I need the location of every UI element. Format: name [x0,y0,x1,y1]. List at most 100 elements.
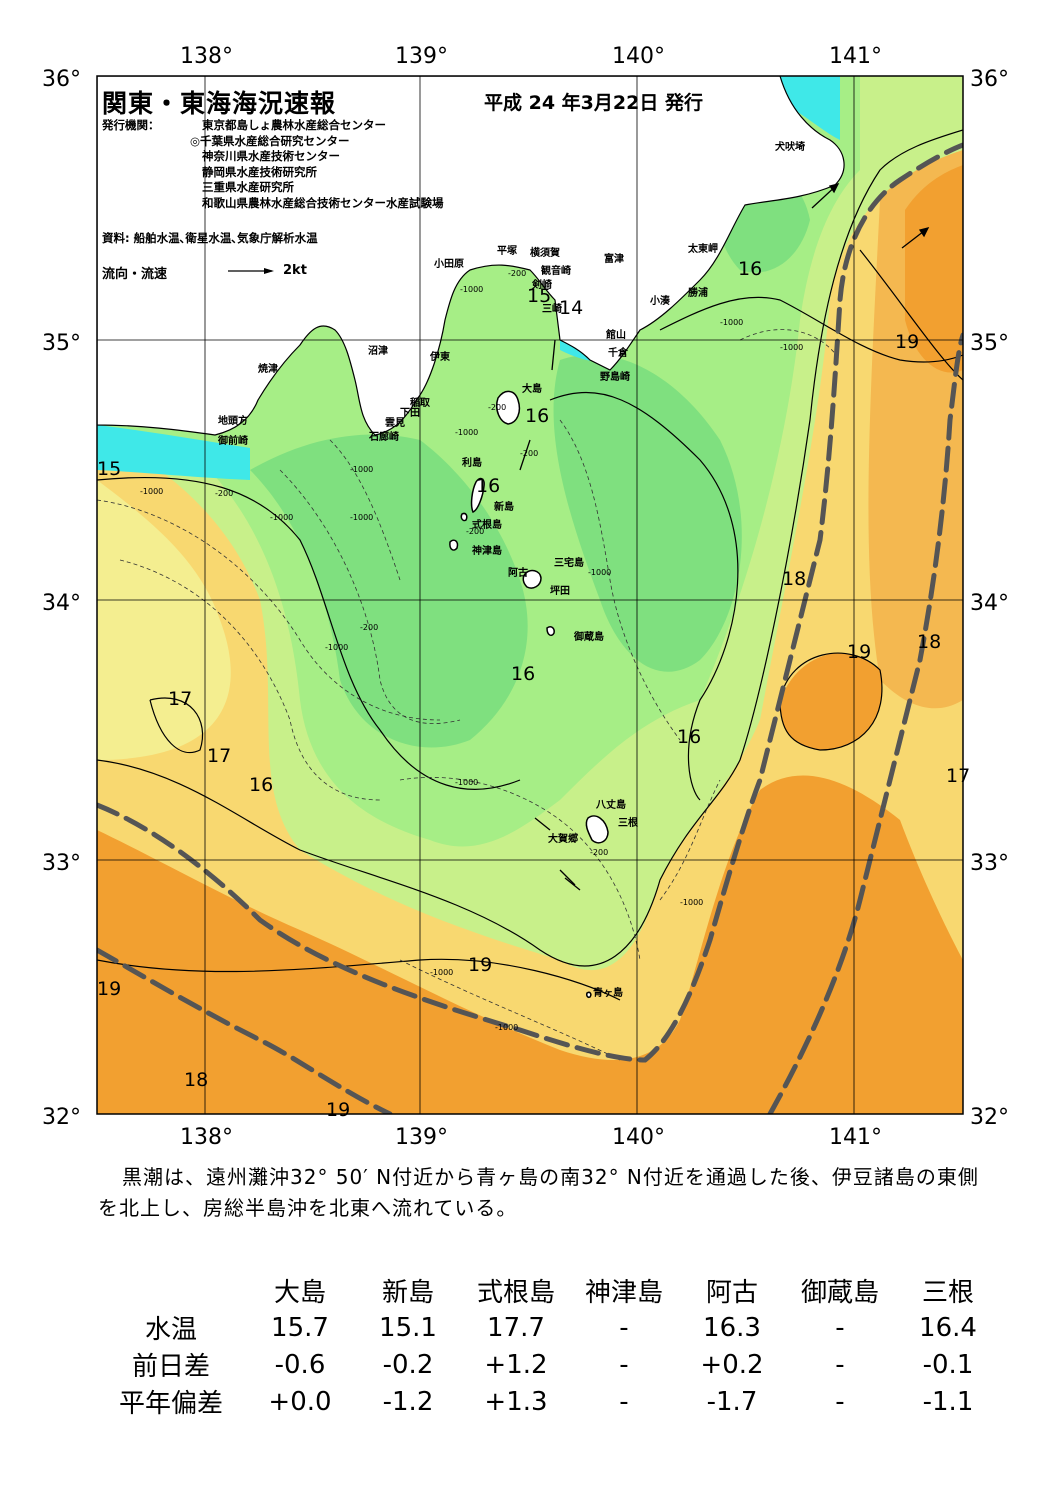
stats-column-header: 大島 [273,1278,326,1308]
island-miyakejima [522,569,542,589]
lat-tick-left: 35° [42,331,81,356]
isotherm-label: 16 [511,663,535,685]
depth-label: -1000 [350,513,373,522]
isotherm-label: 15 [97,458,121,480]
flow-legend-label: 流向・流速 [102,267,168,282]
lon-tick-top: 140° [612,44,665,69]
stats-column-header: 阿古 [705,1278,758,1308]
place-label: 観音崎 [541,264,571,277]
stats-cell: +1.2 [484,1349,548,1380]
isotherm-label: 18 [184,1069,208,1091]
lat-tick-right: 33° [970,851,1009,876]
flow-legend-unit: 2kt [283,263,307,278]
place-label: 坪田 [550,584,570,597]
isotherm-label: 17 [168,688,192,710]
stats-column-header: 新島 [381,1278,434,1308]
depth-label: -1000 [140,487,163,496]
lat-tick-left: 34° [42,591,81,616]
agency-list: 発行機関： 東京都島しょ農林水産総合センター ◎千葉県水産総合研究センター 神奈川… [102,118,444,211]
place-label: 富津 [604,252,624,265]
isotherm-label: 16 [525,405,549,427]
depth-label: -200 [466,527,484,536]
stats-cell: +0.0 [268,1386,332,1417]
lat-tick-right: 32° [970,1105,1009,1130]
stats-cell: - [835,1349,845,1380]
place-label: 小湊 [649,294,671,307]
map-title: 関東・東海海況速報 [102,89,337,118]
orange-zone-mid-east [780,653,882,750]
stats-row: 平年偏差 +0.0 -1.2 +1.3 - -1.7 - -1.1 [96,1383,1002,1420]
place-label: 下田 [400,407,420,419]
stats-header-row: 大島 新島 式根島 神津島 阿古 御蔵島 三根 [96,1272,1002,1309]
isotherm-label: 19 [468,954,492,976]
lat-tick-right: 36° [970,67,1009,92]
place-label: 八丈島 [595,798,626,811]
place-label: 太東岬 [687,242,718,255]
stats-column-header: 三根 [921,1278,974,1308]
tick-labels: 138° 139° 140° 141° 138° 139° 140° 141° … [42,44,1009,1150]
stats-cell: -0.2 [382,1349,434,1380]
depth-label: -1000 [430,968,453,977]
place-label: 剣崎 [531,278,552,291]
place-label: 稲取 [410,396,431,409]
isotherm-label: 19 [326,1099,350,1121]
stats-row-label: 平年偏差 [118,1389,223,1419]
place-label: 三根 [618,816,638,829]
stats-cell: +1.3 [484,1386,548,1417]
place-label: 新島 [494,500,514,513]
place-label: 平塚 [497,244,517,257]
place-label: 館山 [605,328,626,341]
island-oshima [496,390,521,425]
lon-tick-bottom: 138° [180,1125,233,1150]
place-label: 雲見 [385,417,405,429]
isotherm-label: 14 [559,297,583,319]
island-mikurajima [546,626,555,637]
cold-coastal-west [97,425,250,480]
dark-green-zone-2 [553,354,742,672]
cold-coastal-north [775,76,840,140]
island-hachijojima [585,815,609,844]
stats-row-label: 前日差 [131,1352,210,1382]
depth-labels: -200 -1000 -200 -200 -200 -200 -1000 -10… [140,269,803,1032]
stats-cell: -0.1 [922,1349,974,1380]
depth-label: -200 [520,449,538,458]
island-stats-table: 大島 新島 式根島 神津島 阿古 御蔵島 三根 水温 15.7 15.1 17.… [96,1272,1002,1420]
stats-cell: -1.1 [922,1386,974,1417]
isotherm-label: 18 [782,568,806,590]
place-label: 式根島 [472,518,502,531]
isotherm-label: 17 [207,745,231,767]
isotherm-label: 19 [97,978,121,1000]
place-label: 三崎 [542,302,562,315]
stats-row: 水温 15.7 15.1 17.7 - 16.3 - 16.4 [96,1309,1002,1346]
stats-cell: 15.7 [271,1312,329,1343]
legend-arrowhead [264,268,274,274]
isotherm-labels: 15 14 15 16 16 16 16 16 16 16 17 17 18 1… [97,258,970,1121]
place-label: 利島 [462,456,482,469]
land-honshu [97,76,845,436]
stats-cell: - [835,1312,845,1343]
island-toshima [470,477,485,513]
stats-cell: - [619,1349,629,1380]
stats-cell: -0.6 [274,1349,326,1380]
place-label: 御前崎 [217,434,248,447]
stats-cell: -1.7 [706,1386,758,1417]
isotherm-label: 19 [895,331,919,353]
isotherm-label: 16 [738,258,762,280]
stats-column-header: 御蔵島 [800,1278,879,1308]
lon-tick-top: 141° [829,44,882,69]
depth-label: -1000 [780,343,803,352]
place-label: 阿古 [508,566,528,579]
depth-label: -1000 [325,643,348,652]
map-frame [96,75,964,1115]
place-label: 沼津 [368,344,388,357]
place-label: 千倉 [608,346,629,359]
place-label: 野島崎 [600,370,630,383]
agency-item: ◎千葉県水産総合研究センター [190,133,350,148]
stats-cell: +0.2 [700,1349,764,1380]
lat-tick-right: 34° [970,591,1009,616]
islands [449,390,609,998]
lon-tick-bottom: 139° [395,1125,448,1150]
depth-label: -200 [488,403,506,412]
stats-cell: 17.7 [487,1312,545,1343]
place-label: 勝浦 [688,286,708,299]
